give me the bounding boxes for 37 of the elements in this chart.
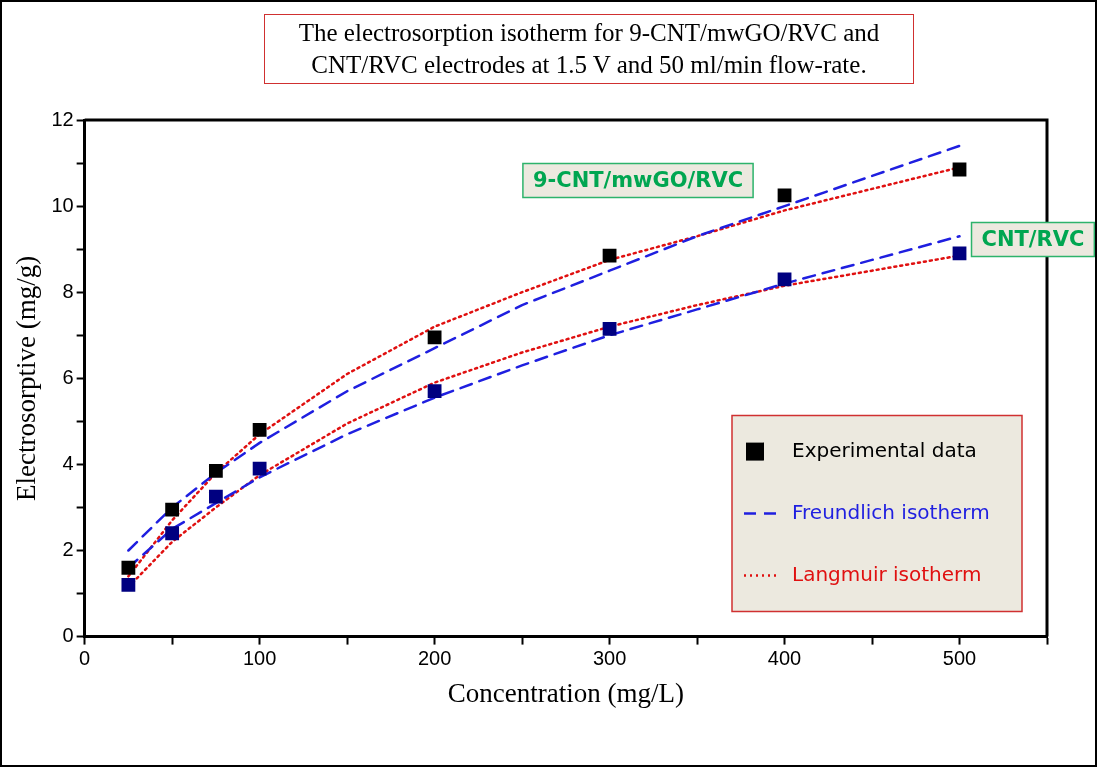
point	[208, 463, 223, 478]
point	[121, 578, 136, 592]
x-tick-label: 100	[242, 647, 277, 670]
x-tick-label: 0	[79, 647, 91, 670]
y-tick-label: 4	[62, 451, 74, 474]
point	[208, 489, 223, 504]
point	[952, 162, 967, 177]
point	[427, 384, 442, 399]
x-tick-label: 500	[942, 647, 977, 670]
point	[165, 526, 180, 541]
legend-label: Experimental data	[792, 437, 977, 462]
y-tick-label: 10	[51, 193, 74, 216]
y-axis-title: Electrosorptive (mg/g)	[11, 255, 42, 501]
y-tick-label: 0	[62, 624, 74, 647]
point	[777, 272, 792, 287]
point	[252, 423, 267, 437]
x-axis-title: Concentration (mg/L)	[447, 677, 684, 708]
point	[602, 321, 617, 336]
point	[252, 461, 267, 476]
x-tick-label: 200	[417, 647, 452, 670]
annotation: CNT/RVC	[981, 226, 1085, 251]
annotation: 9-CNT/mwGO/RVC	[532, 167, 744, 192]
point	[602, 248, 617, 263]
x-tick-label: 300	[592, 647, 627, 670]
y-tick-label: 2	[62, 538, 74, 561]
point	[427, 330, 442, 345]
point	[952, 246, 967, 261]
point	[165, 502, 180, 517]
legend-label: Freundlich isotherm	[792, 499, 990, 524]
y-tick-label: 6	[62, 365, 74, 388]
point	[777, 188, 792, 203]
chart-title: The electrosorption isotherm for 9-CNT/mwGO/RVC and CNT/RVC electrodes at 1.5 V and 50 ml/min flow-rate.	[264, 14, 914, 84]
point	[121, 560, 136, 575]
y-tick-label: 8	[62, 279, 74, 302]
y-tick-label: 12	[51, 107, 74, 130]
x-tick-label: 400	[767, 647, 802, 670]
legend-label: Langmuir isotherm	[792, 561, 982, 586]
